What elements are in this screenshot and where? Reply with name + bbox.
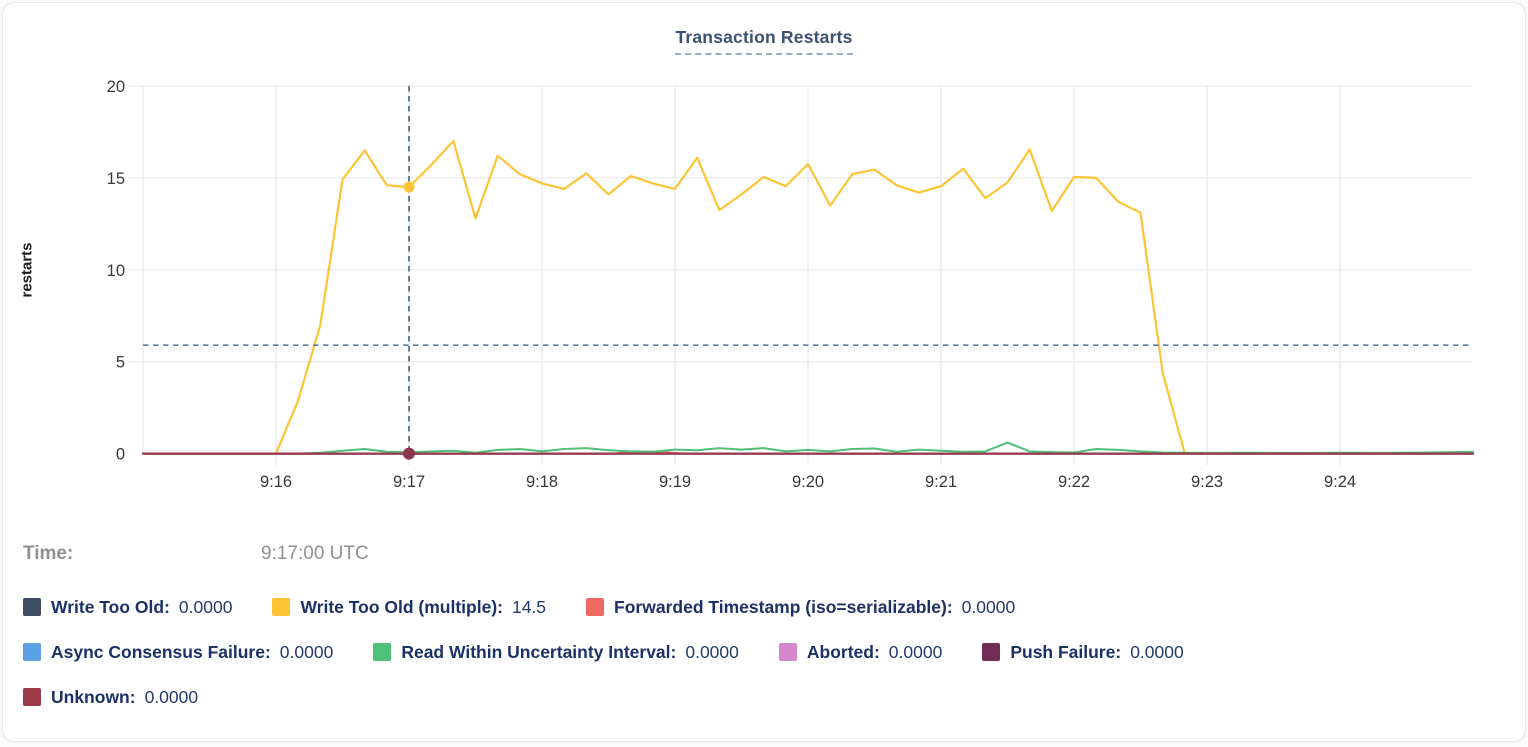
legend-label: Write Too Old (multiple): <box>300 596 503 617</box>
legend-swatch-async-consensus-failure <box>23 643 41 661</box>
legend-item-push-failure: Push Failure: 0.0000 <box>982 641 1184 663</box>
x-tick-label: 9:16 <box>260 473 292 491</box>
y-tick-label: 20 <box>107 78 125 96</box>
chart-title-wrap: Transaction Restarts <box>3 27 1525 55</box>
x-tick-label: 9:20 <box>792 473 824 491</box>
x-tick-label: 9:22 <box>1058 473 1090 491</box>
legend-swatch-write-too-old-multiple- <box>272 598 291 616</box>
y-tick-label: 5 <box>116 354 125 372</box>
legend-value: 0.0000 <box>178 596 233 617</box>
x-tick-label: 9:23 <box>1191 473 1223 491</box>
legend-label: Write Too Old: <box>51 596 170 617</box>
x-tick-label: 9:18 <box>526 473 558 491</box>
legend-swatch-aborted <box>778 643 797 661</box>
time-label: Time: <box>23 543 74 564</box>
y-tick-label: 0 <box>116 446 125 464</box>
legend-item-aborted: Aborted: 0.0000 <box>778 641 943 663</box>
legend-label: Read Within Uncertainty Interval: <box>401 641 677 662</box>
legend-item-async-consensus-failure: Async Consensus Failure: 0.0000 <box>23 642 333 663</box>
legend-label: Push Failure: <box>1010 641 1122 662</box>
legend-value: 14.5 <box>511 596 547 617</box>
hover-dot-zero <box>403 447 415 460</box>
x-tick-label: 9:21 <box>925 473 957 491</box>
legend-label: Async Consensus Failure: <box>51 641 271 662</box>
x-tick-label: 9:24 <box>1324 473 1356 491</box>
legend-swatch-write-too-old <box>23 598 41 616</box>
legend-row: Async Consensus Failure: 0.0000 Read Withi… <box>23 640 1184 664</box>
legend-swatch-read-within-uncertainty-interval <box>373 643 392 661</box>
legend-label: Aborted: <box>806 641 880 662</box>
legend-item-forwarded-timestamp-iso-serializable-: Forwarded Timestamp (iso=serializable): 0… <box>586 597 1015 618</box>
series-line-write-too-old-multiple- <box>274 140 1186 455</box>
legend-value: 0.0000 <box>144 686 199 707</box>
legend-value: 0.0000 <box>961 596 1016 617</box>
legend-row: Write Too Old: 0.0000 Write Too Old (multi… <box>23 595 1015 619</box>
x-tick-label: 9:19 <box>659 473 691 491</box>
hover-dot-highlight <box>403 181 415 193</box>
legend-value: 0.0000 <box>1130 641 1184 662</box>
legend-item-unknown: Unknown: 0.0000 <box>23 687 198 708</box>
legend-item-read-within-uncertainty-interval: Read Within Uncertainty Interval: 0.0000 <box>373 642 739 663</box>
legend-item-write-too-old: Write Too Old: 0.0000 <box>23 597 232 618</box>
chart-title[interactable]: Transaction Restarts <box>675 27 853 55</box>
legend-swatch-unknown <box>23 688 41 706</box>
x-tick-label: 9:17 <box>393 473 425 491</box>
legend-label: Forwarded Timestamp (iso=serializable): <box>614 596 953 617</box>
legend-row: Unknown: 0.0000 <box>23 685 198 709</box>
legend-value: 0.0000 <box>888 641 943 662</box>
transaction-restarts-chart[interactable]: 0 5 10 15 20 9:16 9:17 9:18 9:19 9:20 9:21 9:22 9:23… <box>3 3 1528 747</box>
legend-item-write-too-old-multiple-: Write Too Old (multiple): 14.5 <box>272 597 546 618</box>
legend-label: Unknown: <box>51 686 136 707</box>
y-tick-label: 15 <box>107 170 125 188</box>
legend-value: 0.0000 <box>279 641 334 662</box>
time-value: 9:17:00 UTC <box>261 543 369 564</box>
legend-swatch-forwarded-timestamp-iso-serializable- <box>586 598 605 616</box>
series-line-read-within-uncertainty-interval <box>142 441 1474 455</box>
legend-swatch-push-failure <box>982 643 1001 661</box>
y-tick-label: 10 <box>107 262 125 280</box>
legend-value: 0.0000 <box>685 641 739 662</box>
